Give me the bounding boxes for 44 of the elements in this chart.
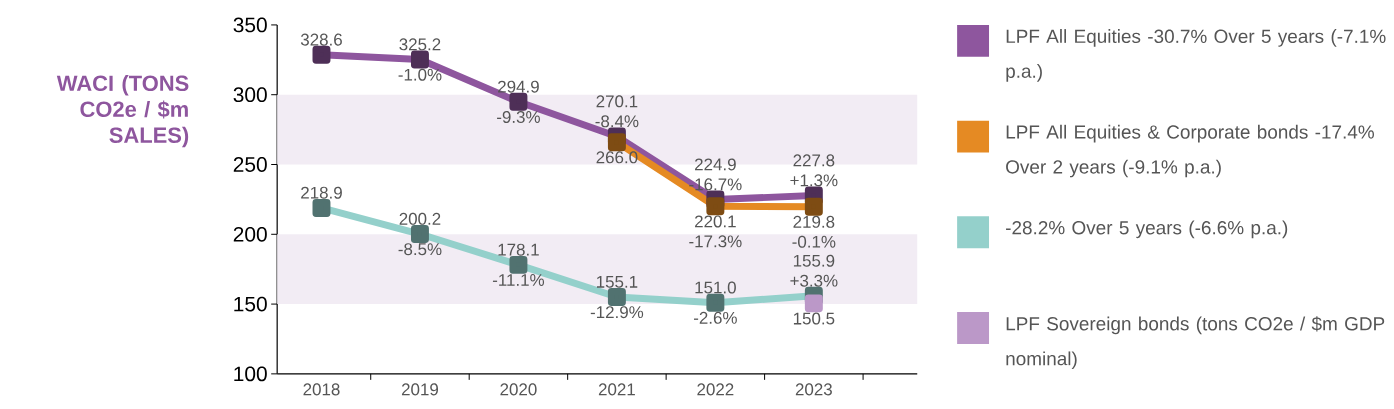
x-tick-label: 2019 [401, 383, 438, 396]
y-tick-label: 350 [233, 17, 267, 33]
data-label: 155.1 [596, 276, 638, 288]
x-tick-label: 2022 [697, 383, 734, 396]
data-label: 200.2 [399, 212, 441, 225]
x-tick-label: 2020 [500, 383, 537, 396]
annotation: -9.3% [497, 111, 540, 124]
data-label: 150.5 [793, 312, 835, 325]
x-tick-label: 2021 [598, 383, 635, 396]
data-label: 328.6 [300, 33, 342, 46]
y-tick-label: 250 [233, 157, 267, 173]
data-label: 155.9 [793, 254, 835, 267]
annotation: +3.3% [790, 274, 838, 287]
y-axis-title: WACI (TONS CO2e / $m SALES) [56, 75, 189, 148]
legend-label: LPF All Equities & Corporate bonds -17.4% Over 2 years (-9.1% p.a.) [1006, 124, 1374, 178]
annotation: -2.6% [693, 311, 737, 324]
data-label: 270.1 [596, 95, 638, 108]
legend-label: -28.2% Over 5 years (-6.6% p.a.) [1006, 220, 1288, 239]
annotation: -8.5% [398, 243, 442, 256]
data-label: 224.9 [695, 158, 736, 171]
data-label: 151.0 [695, 281, 736, 294]
y-tick-label: 200 [233, 226, 267, 242]
y-tick-label: 100 [234, 366, 267, 382]
annotation: -0.1% [792, 235, 836, 248]
x-tick-label: 2023 [795, 383, 832, 396]
data-label: 325.2 [399, 38, 441, 51]
annotation: -17.3% [689, 235, 742, 248]
data-label: 227.8 [793, 154, 835, 167]
data-label: 178.1 [498, 243, 539, 256]
annotation: -8.4% [595, 115, 639, 128]
x-tick-label: 2018 [303, 383, 340, 396]
data-label: 294.9 [498, 80, 539, 93]
data-label: 218.9 [301, 186, 342, 199]
y-tick-label: 150 [234, 296, 267, 312]
legend-label: LPF Sovereign bonds (tons CO2e / $m GDP nominal) [1006, 316, 1385, 370]
data-label: 220.1 [695, 215, 736, 228]
annotation: -12.9% [590, 306, 644, 319]
annotation: -1.0% [398, 68, 442, 81]
data-label: 266.0 [596, 151, 638, 164]
y-tick-label: 300 [233, 87, 267, 103]
data-label: 219.8 [793, 215, 835, 228]
annotation: +1.3% [790, 174, 838, 187]
legend-label: LPF All Equities -30.7% Over 5 years (-7.1% p.a.) [1006, 29, 1386, 82]
annotation: -11.1% [492, 274, 545, 286]
